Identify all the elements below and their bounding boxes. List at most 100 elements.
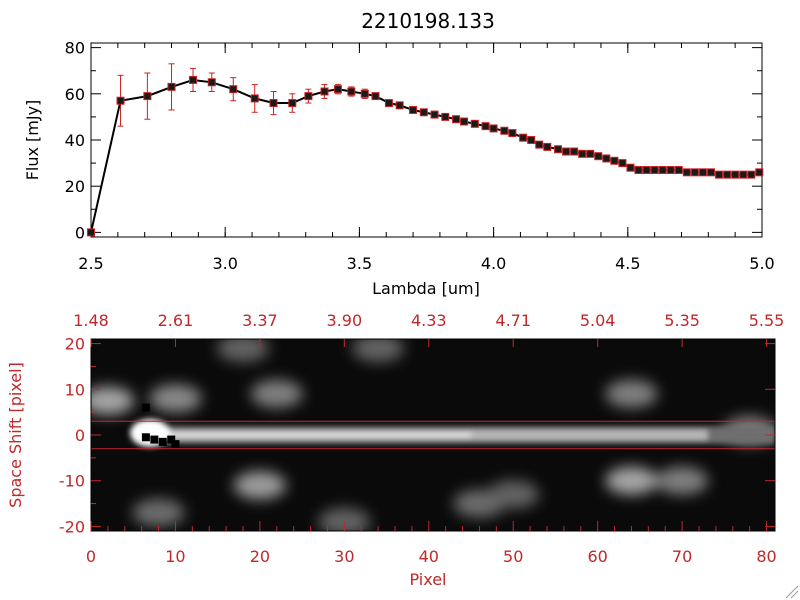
spectrum-image-panel: -20 -10 0 10 20 0 10 20 30 40 50 60 70 80 1.48 2.61 3.…: [6, 311, 784, 589]
image-noise-blob: [132, 498, 185, 527]
image-noise-blob: [250, 379, 303, 408]
image-x-tick-label: 50: [503, 547, 523, 566]
image-top-tick-label: 3.90: [327, 311, 363, 330]
image-x-tick-label: 60: [587, 547, 607, 566]
spectrum-data-point: [395, 101, 404, 110]
spectrum-data-point: [698, 168, 707, 177]
spectrum-data-point: [481, 122, 490, 131]
spectrum-data-point: [452, 115, 461, 124]
spectrum-data-point: [489, 124, 498, 133]
bad-pixel-marker: [158, 437, 167, 446]
image-top-tick-label: 2.61: [158, 311, 194, 330]
trace-bright-core: [158, 433, 472, 437]
image-noise-blob: [605, 379, 658, 408]
image-top-tick-label: 4.33: [411, 311, 447, 330]
chart-title: 2210198.133: [361, 9, 495, 33]
spectrum-y-tick-label: 0: [75, 223, 85, 242]
spectrum-data-point: [527, 136, 536, 144]
image-x-tick-label: 10: [165, 547, 185, 566]
spectrum-y-ticks: 0 20 40 60 80: [65, 39, 762, 242]
image-noise-blob: [217, 339, 269, 363]
spectrum-x-tick-label: 3.5: [347, 254, 372, 273]
spectrum-data-point: [642, 166, 651, 175]
spectrum-data-point: [602, 154, 611, 163]
image-y-ticks: -20 -10 0 10 20: [59, 335, 775, 536]
spectrum-data-point: [347, 87, 356, 96]
image-top-tick-label: 3.37: [242, 311, 278, 330]
spectrum-data-point: [304, 92, 313, 101]
spectrum-data-point: [333, 85, 342, 94]
spectrum-data-point: [570, 147, 579, 156]
bad-pixel-marker: [150, 435, 159, 444]
bad-pixel-marker: [141, 433, 150, 442]
spectrum-data-point: [707, 168, 716, 177]
spectrum-data-point: [470, 119, 479, 128]
spectrum-x-tick-label: 4.0: [481, 254, 506, 273]
spectrum-x-tick-label: 4.5: [615, 254, 640, 273]
spectrum-data-point: [250, 94, 259, 103]
spectrum-data-point: [658, 166, 667, 175]
spectrum-plot: 2210198.133 0 20 40 60 80 2.5 3.0 3.5 4.0 4.5 5.0…: [23, 9, 775, 298]
spectrum-data-point: [269, 99, 278, 108]
image-noise-blob: [487, 480, 540, 509]
image-x-tick-label: 70: [672, 547, 692, 566]
image-y-tick-label: 20: [65, 335, 85, 354]
spectrum-data-point: [360, 89, 369, 98]
spectrum-data-point: [755, 168, 764, 177]
spectrum-series-line: [90, 78, 760, 233]
image-y-axis-label: Space Shift [pixel]: [6, 362, 25, 508]
spectrum-data-point: [731, 170, 740, 179]
spectrum-x-ticks: 2.5 3.0 3.5 4.0 4.5 5.0: [78, 43, 775, 273]
spectrum-data-point: [674, 166, 683, 175]
spectrum-data-point: [288, 99, 297, 108]
spectrum-markers: [87, 75, 764, 237]
spectrum-data-point: [535, 140, 544, 149]
spectrum-x-axis-label: Lambda [um]: [372, 279, 480, 298]
image-noise-blob: [352, 339, 405, 363]
spectrum-y-tick-label: 20: [65, 177, 85, 196]
bad-pixel-marker: [167, 435, 176, 444]
spectrum-data-point: [409, 105, 418, 114]
image-y-tick-label: -10: [59, 472, 85, 491]
spectrum-data-point: [543, 142, 552, 151]
image-x-tick-label: 30: [334, 547, 354, 566]
image-bad-pixels: [141, 403, 180, 449]
spectrum-data-point: [610, 156, 619, 165]
spectrum-data-point: [626, 163, 635, 172]
spectrum-data-point: [650, 166, 659, 175]
spectrum-data-point: [508, 129, 517, 138]
spectrum-data-point: [562, 147, 571, 156]
spectrum-y-axis-label: Flux [mJy]: [23, 100, 42, 181]
spectrum-x-tick-label: 3.0: [212, 254, 237, 273]
spectrum-data-point: [554, 145, 563, 154]
image-noise-blob: [656, 466, 709, 495]
image-y-tick-label: 0: [75, 426, 85, 445]
spectrum-y-tick-label: 60: [65, 85, 85, 104]
spectrum-data-point: [143, 92, 152, 101]
spectrum-data-point: [116, 96, 125, 105]
spectrum-data-point: [229, 85, 238, 94]
spectrum-data-point: [460, 117, 469, 126]
spectrum-data-point: [690, 168, 699, 177]
image-top-wavelength-ticks: 1.48 2.61 3.37 3.90 4.33 4.71 5.04 5.35 5.55: [73, 311, 784, 347]
spectrum-data-point: [586, 149, 595, 158]
image-noise-blob: [233, 471, 286, 500]
spectrum-y-tick-label: 40: [65, 131, 85, 150]
spectrum-data-point: [441, 112, 450, 121]
bad-pixel-marker: [171, 440, 180, 449]
spectrum-data-point: [320, 87, 329, 96]
image-x-ticks: 0 10 20 30 40 50 60 70 80: [86, 521, 777, 566]
image-y-tick-label: -20: [59, 517, 85, 536]
spectrum-data-point: [419, 108, 428, 117]
image-noise-blob: [91, 386, 134, 415]
spectrum-data-point: [634, 166, 643, 175]
spectrum-data-point: [188, 75, 197, 84]
spectrum-x-tick-label: 5.0: [749, 254, 774, 273]
bad-pixel-marker: [141, 403, 150, 412]
resize-grip-icon[interactable]: [785, 585, 799, 599]
spectrum-data-point: [723, 170, 732, 179]
spectrum-data-point: [430, 110, 439, 119]
spectrum-x-tick-label: 2.5: [78, 254, 103, 273]
image-x-tick-label: 20: [250, 547, 270, 566]
spectrum-data-point: [682, 168, 691, 177]
